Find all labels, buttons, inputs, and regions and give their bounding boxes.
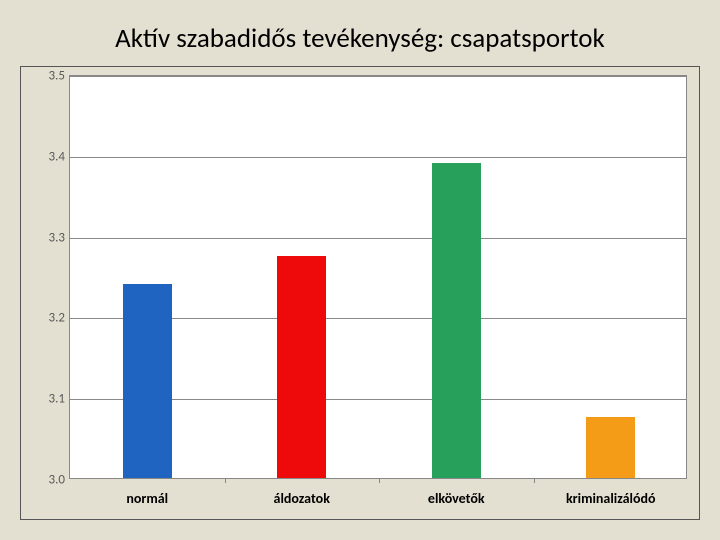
x-axis-label: kriminalizálódó	[566, 490, 656, 507]
x-axis-label: áldozatok	[274, 490, 330, 507]
y-axis-label: 3.0	[33, 473, 65, 488]
bar	[277, 256, 326, 478]
grid-line	[70, 157, 686, 158]
y-axis-label: 3.1	[33, 392, 65, 407]
y-axis-label: 3.5	[33, 69, 65, 84]
y-axis-label: 3.3	[33, 230, 65, 245]
chart-frame: 3.0 3.1 3.2 3.3 3.4 3.5 normál áldozatok elkövet…	[20, 66, 700, 520]
x-tick	[225, 478, 226, 483]
bar	[586, 417, 635, 478]
slide: Aktív szabadidős tevékenység: csapatspor…	[0, 0, 720, 540]
bar	[123, 284, 172, 478]
y-axis-label: 3.2	[33, 311, 65, 326]
x-axis-label: elkövetők	[428, 490, 485, 507]
grid-line	[70, 76, 686, 77]
y-axis-label: 3.4	[33, 149, 65, 164]
x-tick	[534, 478, 535, 483]
chart-title: Aktív szabadidős tevékenység: csapatspor…	[0, 0, 720, 63]
plot-area	[69, 75, 687, 479]
x-tick	[379, 478, 380, 483]
bar	[432, 163, 481, 478]
grid-line	[70, 238, 686, 239]
x-axis-label: normál	[126, 490, 168, 507]
